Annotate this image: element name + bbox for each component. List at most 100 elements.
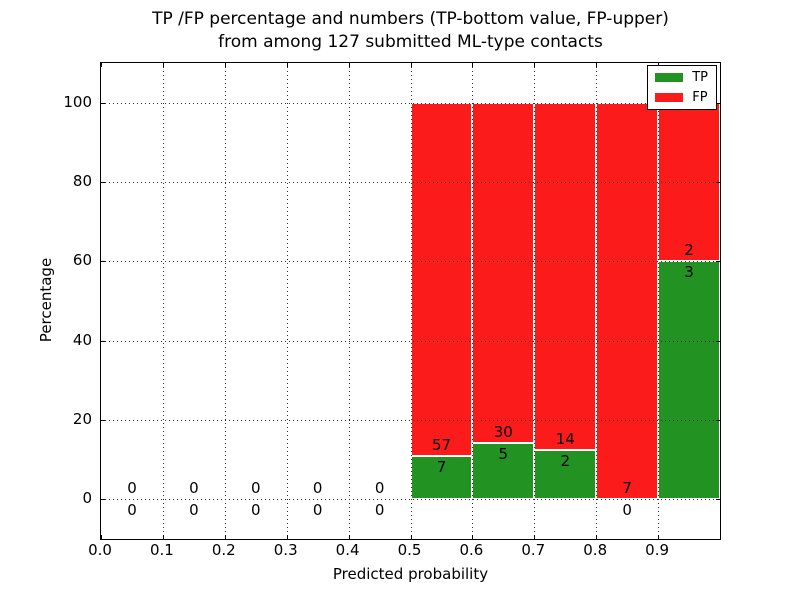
tp-count-label: 0 [312,501,323,520]
x-tick-mark [410,63,412,67]
tp-count-label: 0 [622,501,632,520]
gridline-vertical [348,63,350,539]
tp-count-label: 0 [127,501,137,520]
x-tick-label: 0.4 [335,541,360,559]
gridline-horizontal [101,102,720,104]
gridline-vertical [596,63,598,539]
x-tick-mark [286,535,288,539]
gridline-horizontal [101,340,720,342]
y-tick-label: 60 [72,251,92,270]
gridline-vertical [658,63,660,539]
x-tick-label: 0.7 [521,541,546,559]
tp-count-label: 5 [498,444,509,463]
x-tick-mark [534,535,536,539]
x-axis-label: Predicted probability [332,565,489,583]
x-tick-mark [224,63,226,67]
legend-swatch-fp-icon [655,93,684,102]
gridline-vertical [472,63,474,539]
x-tick-label: 0.0 [88,541,112,559]
gridline-horizontal [101,420,720,421]
bar-segment-fp [410,102,473,456]
y-tick-mark [101,102,105,104]
y-tick-label: 20 [72,410,92,428]
fp-count-label: 0 [189,479,199,498]
y-tick-mark [716,420,720,421]
bar-segment-fp [596,102,659,500]
chart-title-line1: TP /FP percentage and numbers (TP-bottom… [152,9,669,29]
tp-count-label: 7 [436,457,447,476]
fp-count-label: 30 [493,422,513,441]
bar-segment-tp [410,455,473,500]
tp-count-label: 3 [684,263,694,282]
y-tick-mark [716,102,720,104]
bars-layer [101,63,720,539]
x-tick-label: 0.2 [211,541,236,559]
x-tick-mark [472,63,474,67]
tp-count-label: 0 [189,501,199,520]
legend-swatch-tp-icon [655,73,684,82]
fp-count-label: 14 [555,429,575,448]
x-tick-label: 0.6 [459,541,484,559]
x-tick-label: 0.1 [149,541,174,559]
x-tick-mark [410,535,412,539]
gridline-vertical [224,63,226,539]
legend-label-fp: FP [692,90,708,105]
x-tick-mark [596,535,598,539]
fp-count-label: 0 [374,479,385,498]
x-tick-mark [162,535,164,539]
fp-count-label: 7 [622,479,632,498]
legend-item-tp: TP [655,70,708,85]
bar-count-labels-layer: 0 0 0 0 0 0 0 0 0 0 57 7 30 5 14 2 7 0 2 3 [101,63,720,539]
grid-layer [101,63,720,539]
x-tick-label: 0.3 [273,541,298,559]
gridline-vertical [534,63,536,539]
y-tick-label: 80 [72,172,92,190]
legend: TP FP [647,65,717,110]
y-tick-mark [101,499,105,501]
tp-count-label: 0 [374,501,385,520]
y-tick-mark [716,340,720,342]
legend-item-fp: FP [655,90,708,105]
x-tick-mark [286,63,288,67]
y-tick-mark [716,182,720,183]
fp-count-label: 0 [127,479,137,498]
chart-title-line2: from among 127 submitted ML-type contact… [218,32,603,52]
chart-title: TP /FP percentage and numbers (TP-bottom… [100,8,721,54]
x-tick-mark [472,535,474,539]
x-tick-mark [658,535,660,539]
x-tick-label: 0.5 [397,541,422,559]
y-tick-mark [101,420,105,421]
y-tick-label: 100 [63,92,92,111]
bar-segment-fp [472,102,535,443]
x-tick-mark [534,63,536,67]
x-tick-label: 0.8 [583,541,608,559]
tp-count-label: 0 [251,501,261,520]
fp-count-label: 57 [431,435,452,454]
x-tick-mark [101,63,102,67]
y-tick-mark [101,261,105,263]
y-tick-mark [716,499,720,501]
gridline-horizontal [101,499,720,501]
x-tick-mark [162,63,164,67]
bar-segment-tp [658,261,720,500]
gridline-vertical [286,63,288,539]
x-tick-mark [101,535,102,539]
y-tick-mark [716,261,720,263]
gridline-horizontal [101,261,720,263]
gridline-horizontal [101,182,720,183]
y-tick-label: 40 [72,330,92,349]
tp-count-label: 2 [560,451,571,470]
x-tick-mark [596,63,598,67]
gridline-vertical [410,63,412,539]
fp-count-label: 2 [684,241,694,260]
x-tick-mark [348,63,350,67]
legend-label-tp: TP [692,70,708,85]
y-tick-mark [101,182,105,183]
x-tick-mark [348,535,350,539]
x-tick-mark [224,535,226,539]
bar-segment-fp [534,102,597,450]
y-axis-label: Percentage [37,257,55,343]
y-tick-mark [101,340,105,342]
y-tick-label: 0 [82,489,92,508]
